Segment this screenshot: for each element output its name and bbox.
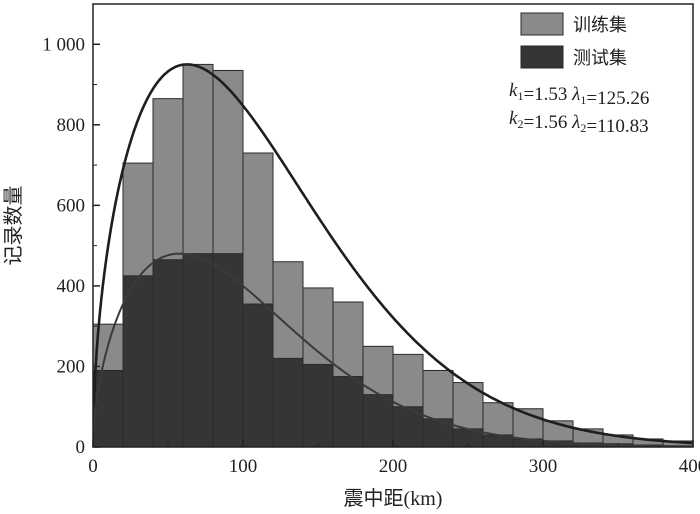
test-bar <box>182 253 214 448</box>
test-bar <box>332 376 364 448</box>
fit-parameter-line: k2=1.56 λ2=110.83 <box>509 108 649 137</box>
legend-label: 训练集 <box>573 15 627 35</box>
test-bar <box>92 369 124 448</box>
y-tick-label: 400 <box>57 276 86 297</box>
x-tick-label: 100 <box>229 456 258 477</box>
x-tick-label: 300 <box>529 456 558 477</box>
test-bar <box>122 275 154 448</box>
x-tick-label: 400 <box>679 456 700 477</box>
y-tick-label: 1 000 <box>42 34 85 55</box>
y-axis-title: 记录数量 <box>2 186 25 266</box>
x-axis-ticks: 0 100 200 300 400 <box>88 440 700 477</box>
legend-label: 测试集 <box>573 48 627 68</box>
test-fit-curve <box>92 252 693 448</box>
x-tick-label: 200 <box>379 456 408 477</box>
y-tick-label: 600 <box>57 195 86 216</box>
test-bar <box>152 259 184 448</box>
x-axis-title: 震中距(km) <box>344 487 443 510</box>
test-bar <box>362 394 394 448</box>
y-tick-label: 0 <box>76 437 86 458</box>
test-bar <box>212 253 244 448</box>
y-axis-ticks: 0 200 400 600 800 1 000 <box>42 34 100 458</box>
y-tick-label: 200 <box>57 356 86 377</box>
y-tick-label: 800 <box>57 115 86 136</box>
legend-swatch <box>520 45 564 69</box>
fit-parameter-line: k1=1.53 λ1=125.26 <box>509 80 649 109</box>
train-fit-curve <box>92 63 693 445</box>
test-bar <box>272 357 304 448</box>
test-bar <box>302 363 334 448</box>
legend-swatch <box>520 12 564 36</box>
x-tick-label: 0 <box>88 456 98 477</box>
test-bar <box>242 303 274 448</box>
